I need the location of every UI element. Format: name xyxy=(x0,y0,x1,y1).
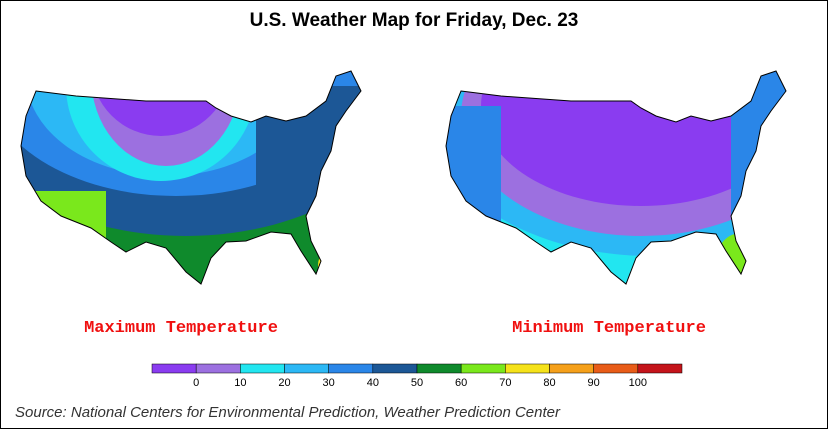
legend-swatch xyxy=(593,363,639,374)
legend-swatch xyxy=(637,363,683,374)
legend-tick-label: 50 xyxy=(411,377,423,389)
map-label: Minimum Temperature xyxy=(512,319,706,338)
legend-swatch xyxy=(372,363,418,374)
legend-tick-label: 70 xyxy=(499,377,511,389)
legend-tick-label: 80 xyxy=(543,377,555,389)
legend-tick-label: 60 xyxy=(455,377,467,389)
map-label: Maximum Temperature xyxy=(84,319,278,338)
legend-swatch xyxy=(328,363,374,374)
legend-tick-label: 90 xyxy=(588,377,600,389)
legend-tick-label: 30 xyxy=(323,377,335,389)
legend-tick-label: 0 xyxy=(193,377,199,389)
legend: 0 10 20 30 40 50 60 70 80 90 100 xyxy=(151,363,683,389)
legend-swatch xyxy=(505,363,550,374)
legend-swatch xyxy=(416,363,462,374)
legend-tick-label: 10 xyxy=(234,377,246,389)
min-map xyxy=(445,70,787,285)
legend-tick-label: 20 xyxy=(278,377,290,389)
legend-swatch xyxy=(240,363,285,374)
legend-tick-label: 100 xyxy=(629,377,647,389)
legend-tick-label: 40 xyxy=(367,377,379,389)
legend-swatch xyxy=(195,363,241,374)
source: Source: National Centers for Environment… xyxy=(15,404,561,421)
legend-swatch xyxy=(151,363,197,374)
legend-swatch xyxy=(284,363,329,374)
legend-swatch xyxy=(549,363,594,374)
max-map xyxy=(20,70,362,285)
legend-swatch xyxy=(460,363,506,374)
title: U.S. Weather Map for Friday, Dec. 23 xyxy=(250,10,579,31)
